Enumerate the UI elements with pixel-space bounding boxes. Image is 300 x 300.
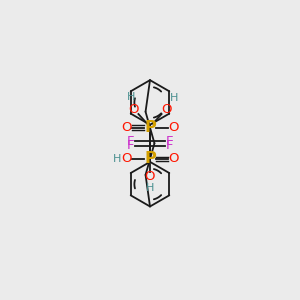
Text: F: F <box>127 139 134 152</box>
Text: O: O <box>121 152 131 165</box>
Text: O: O <box>128 103 139 116</box>
Text: H: H <box>127 92 136 102</box>
Text: O: O <box>145 170 155 183</box>
Text: H: H <box>146 183 154 193</box>
Text: O: O <box>169 121 179 134</box>
Text: H: H <box>113 154 122 164</box>
Text: H: H <box>169 93 178 103</box>
Text: O: O <box>169 152 179 165</box>
Text: P: P <box>144 120 156 135</box>
Text: O: O <box>121 121 131 134</box>
Text: F: F <box>166 139 173 152</box>
Text: F: F <box>127 135 134 148</box>
Text: P: P <box>144 152 156 166</box>
Text: F: F <box>166 135 173 148</box>
Text: O: O <box>161 103 172 116</box>
